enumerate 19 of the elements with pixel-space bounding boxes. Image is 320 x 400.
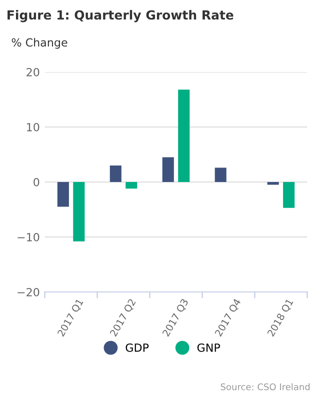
y-axis-title: % Change bbox=[12, 38, 68, 49]
bar bbox=[267, 182, 279, 185]
legend-label: GNP bbox=[197, 343, 220, 352]
bar bbox=[126, 182, 138, 189]
y-tick-label: 10 bbox=[27, 122, 40, 132]
bar bbox=[214, 168, 226, 182]
legend-label: GDP bbox=[126, 343, 149, 352]
source-note: Source: CSO Ireland bbox=[220, 383, 310, 390]
bar bbox=[162, 157, 174, 182]
chart-title: Figure 1: Quarterly Growth Rate bbox=[8, 10, 234, 22]
y-tick-label: −10 bbox=[18, 232, 40, 242]
y-tick-label: −20 bbox=[18, 288, 40, 296]
bar bbox=[73, 182, 85, 242]
bar bbox=[178, 90, 190, 182]
bar bbox=[110, 166, 122, 182]
bar bbox=[283, 182, 295, 208]
y-tick-label: 0 bbox=[34, 178, 40, 186]
y-tick-label: 20 bbox=[26, 68, 40, 76]
bar bbox=[57, 182, 69, 207]
